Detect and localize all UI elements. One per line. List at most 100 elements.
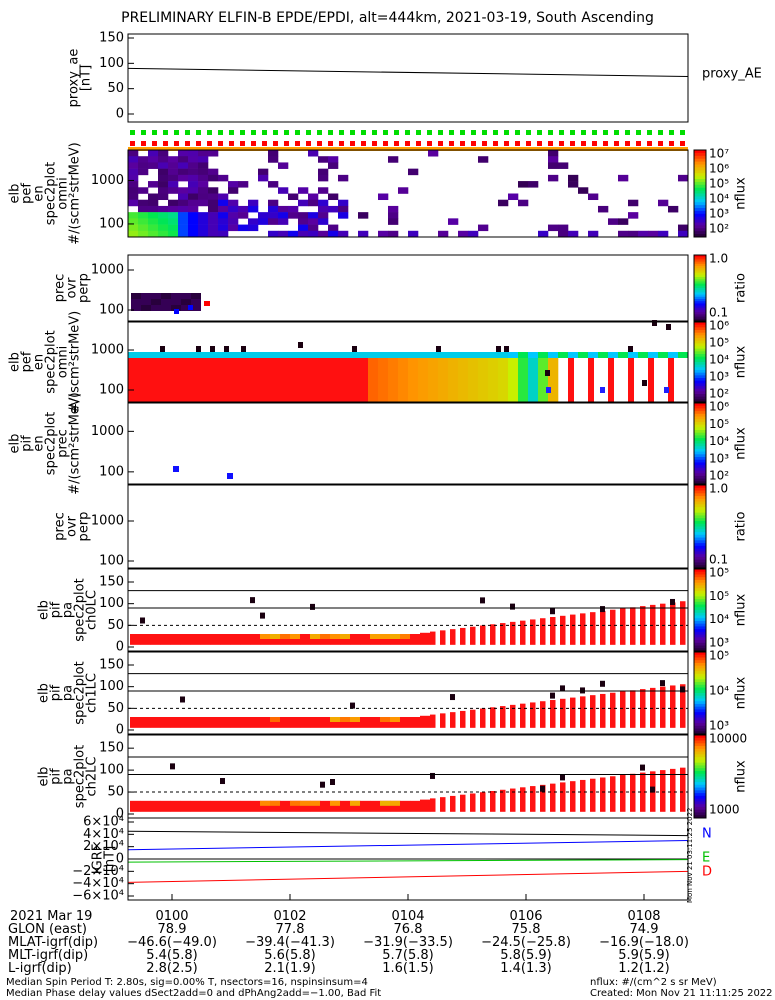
colorbar-swatch [694, 277, 706, 280]
colorbar-swatch [694, 222, 706, 226]
heatmap-cell [174, 309, 179, 314]
heatmap-cell [288, 193, 299, 201]
colorbar-swatch [694, 712, 706, 716]
colorbar-swatch [694, 496, 706, 500]
heatmap-cell [238, 224, 249, 232]
heatmap-cell [610, 609, 616, 645]
heatmap-cell [630, 773, 636, 812]
legend-d-label: D [702, 865, 712, 880]
heatmap-cell [150, 634, 161, 645]
heatmap-cell [290, 634, 301, 645]
colorbar-label: nflux [734, 677, 749, 710]
heatmap-cell [148, 212, 159, 219]
colorbar-swatch [694, 296, 706, 300]
heatmap-cell [180, 717, 191, 728]
heatmap-cell [560, 782, 566, 812]
heatmap-cell [298, 212, 309, 219]
flag-marker [251, 141, 256, 146]
flag-marker [460, 130, 465, 135]
colorbar-swatch [694, 534, 706, 539]
igrf-n-line [127, 840, 689, 851]
heatmap-cell [550, 608, 555, 615]
flag-marker [328, 130, 333, 135]
heatmap-cell [158, 230, 169, 238]
flag-marker [570, 130, 575, 135]
heatmap-cell [310, 800, 321, 806]
heatmap-cell [678, 230, 689, 238]
flag-marker [196, 130, 201, 135]
heatmap-cell [588, 230, 599, 238]
colorbar-swatch [694, 322, 706, 326]
y-tick-label: 100 [99, 679, 124, 694]
heatmap-cell [350, 717, 361, 722]
y-tick-label: 0 [116, 807, 124, 822]
heatmap-cell [178, 218, 189, 225]
colorbar-swatch [694, 356, 706, 360]
heatmap-cell [628, 346, 633, 352]
heatmap-cell [171, 299, 181, 305]
heatmap-cell [130, 634, 141, 645]
heatmap-cell [438, 230, 449, 238]
flag-marker [328, 141, 333, 146]
colorbar-swatch [694, 263, 706, 267]
heatmap-cell [290, 717, 301, 728]
colorbar-swatch [694, 386, 706, 390]
colorbar-tick-label: 10⁵ [709, 336, 729, 350]
heatmap-cell [278, 187, 289, 194]
flag-marker [207, 141, 212, 146]
colorbar-swatch [694, 731, 706, 735]
colorbar-swatch [694, 714, 706, 719]
colorbar-swatch [694, 762, 706, 766]
colorbar-swatch [694, 255, 706, 258]
heatmap-cell [548, 162, 559, 169]
flag-marker [471, 130, 476, 135]
colorbar-swatch [694, 676, 706, 680]
flag-marker [295, 130, 300, 135]
flag-marker [449, 130, 454, 135]
heatmap-cell [298, 352, 309, 358]
heatmap-cell [400, 634, 411, 645]
colorbar-swatch [694, 806, 706, 811]
colorbar-swatch [694, 481, 706, 485]
flag-marker [592, 130, 597, 135]
heatmap-cell [168, 358, 179, 402]
colorbar-swatch [694, 170, 706, 174]
colorbar-swatch [694, 202, 706, 206]
heatmap-cell [196, 346, 201, 352]
heatmap-cell [408, 230, 419, 238]
heatmap-cell [458, 358, 469, 402]
heatmap-cell [490, 791, 496, 812]
colorbar-swatch [694, 359, 706, 363]
heatmap-cell [380, 634, 391, 639]
colorbar-swatch [694, 475, 706, 480]
colorbar-swatch [694, 703, 706, 708]
heatmap-cell [600, 606, 605, 613]
heatmap-cell [590, 695, 596, 728]
heatmap-cell [170, 717, 181, 728]
heatmap-cell [298, 230, 309, 238]
heatmap-cell [148, 218, 159, 225]
x-row-value: −24.5(−25.8) [481, 935, 571, 950]
y-axis-label: perp [77, 512, 92, 542]
heatmap-cell [638, 230, 649, 238]
colorbar-swatch [694, 210, 706, 215]
y-axis-label: spec2plot [73, 661, 88, 724]
y-tick-label: 1000 [91, 424, 124, 439]
heatmap-cell [518, 199, 529, 207]
heatmap-cell [570, 697, 576, 728]
footer-created: Created: Mon Nov 21 11:11:25 2022 [590, 988, 773, 999]
heatmap-cell [220, 800, 231, 812]
flag-marker [603, 141, 608, 146]
heatmap-cell [550, 692, 555, 699]
plot-frame [127, 254, 689, 322]
flag-marker [493, 130, 498, 135]
colorbar-swatch [694, 640, 706, 644]
heatmap-cell [630, 690, 636, 728]
colorbar-swatch [694, 351, 706, 355]
heatmap-cell [600, 680, 605, 687]
heatmap-cell [498, 199, 509, 207]
y-tick-label: 100 [99, 216, 124, 231]
heatmap-cell [190, 634, 201, 645]
heatmap-cell [140, 634, 151, 645]
heatmap-cell [390, 800, 401, 812]
